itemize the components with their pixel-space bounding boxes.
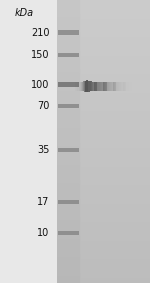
Bar [75, 82, 76, 91]
Bar [115, 82, 116, 91]
Bar [127, 82, 128, 91]
Bar [97, 82, 98, 91]
Bar [122, 82, 123, 91]
Bar [95, 82, 96, 91]
Bar [119, 82, 120, 91]
Bar [105, 82, 106, 91]
Bar [126, 82, 127, 91]
Text: 100: 100 [31, 80, 50, 90]
Bar [108, 82, 109, 91]
Bar [58, 231, 79, 235]
Bar [58, 148, 79, 152]
Bar [125, 82, 126, 91]
Bar [79, 82, 80, 91]
Bar [128, 82, 129, 91]
Bar [121, 82, 122, 91]
Text: 210: 210 [31, 27, 50, 38]
Bar [80, 82, 81, 91]
Bar [76, 82, 77, 91]
Text: 35: 35 [37, 145, 50, 155]
Bar [84, 81, 85, 92]
Bar [118, 82, 119, 91]
Text: 10: 10 [37, 228, 50, 239]
Bar [58, 82, 79, 87]
Bar [97, 82, 98, 91]
Bar [106, 82, 107, 91]
Bar [89, 81, 90, 92]
Bar [58, 30, 79, 35]
Bar [75, 82, 76, 91]
Text: kDa: kDa [15, 8, 34, 18]
Bar [77, 82, 78, 91]
Bar [104, 82, 105, 91]
Bar [85, 81, 86, 92]
Bar [78, 82, 79, 91]
Bar [115, 82, 116, 91]
Bar [91, 82, 92, 91]
Bar [83, 82, 84, 91]
Bar [99, 82, 100, 91]
Bar [82, 82, 83, 91]
Bar [93, 82, 94, 91]
Bar [109, 82, 110, 91]
Bar [104, 82, 105, 91]
Bar [88, 81, 89, 92]
Bar [86, 80, 87, 92]
Bar [81, 82, 82, 91]
Bar [112, 82, 113, 91]
Bar [92, 82, 93, 91]
Bar [123, 82, 124, 91]
Bar [58, 53, 79, 57]
Bar [130, 82, 131, 91]
Bar [85, 81, 86, 92]
Bar [125, 82, 126, 91]
Bar [98, 82, 99, 91]
Bar [84, 81, 85, 92]
Bar [58, 104, 79, 108]
Text: 70: 70 [37, 101, 50, 111]
Bar [100, 82, 101, 91]
Bar [116, 82, 117, 91]
Bar [114, 82, 115, 91]
Bar [131, 82, 132, 91]
Bar [79, 82, 80, 91]
Bar [117, 82, 118, 91]
Bar [129, 82, 130, 91]
Bar [94, 82, 95, 91]
Bar [120, 82, 121, 91]
Bar [96, 82, 97, 91]
Bar [94, 82, 95, 91]
Bar [101, 82, 102, 91]
Bar [112, 82, 113, 91]
Bar [124, 82, 125, 91]
Text: 150: 150 [31, 50, 50, 60]
Bar [87, 80, 88, 92]
Bar [96, 82, 97, 91]
Bar [86, 80, 87, 92]
Bar [58, 200, 79, 204]
Bar [90, 81, 91, 91]
Bar [123, 82, 124, 91]
Bar [103, 82, 104, 91]
Bar [113, 82, 114, 91]
Bar [114, 82, 115, 91]
Bar [111, 82, 112, 91]
Bar [103, 82, 104, 91]
Bar [77, 82, 78, 91]
Bar [102, 82, 103, 91]
Bar [107, 82, 108, 91]
Text: 17: 17 [37, 197, 50, 207]
Bar [110, 82, 111, 91]
Bar [95, 82, 96, 91]
Bar [105, 82, 106, 91]
